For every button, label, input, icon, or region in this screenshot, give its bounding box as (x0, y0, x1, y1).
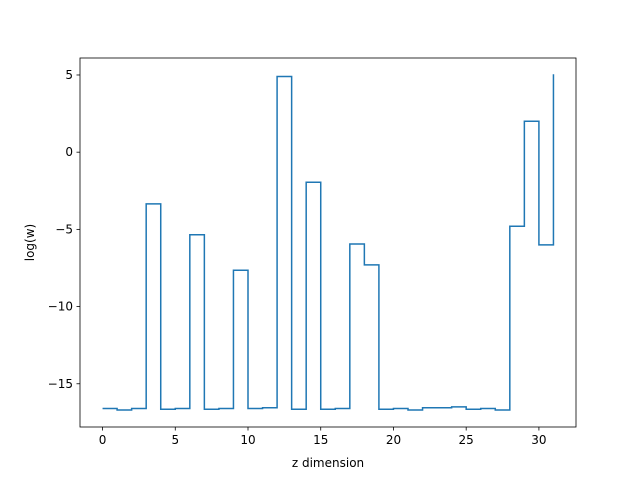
x-tick-label: 20 (386, 433, 401, 447)
y-tick-label: −15 (48, 377, 73, 391)
y-tick-label: 5 (65, 68, 73, 82)
y-tick-label: −10 (48, 300, 73, 314)
x-axis-label: z dimension (292, 456, 364, 470)
series-line (102, 74, 555, 411)
x-axis-ticks: 0 5 10 15 20 25 30 (99, 427, 547, 447)
axes-frame (79, 57, 577, 428)
x-tick-label: 10 (240, 433, 255, 447)
series-step-path (102, 74, 555, 411)
x-tick-label: 5 (171, 433, 179, 447)
x-tick-label: 25 (459, 433, 474, 447)
x-tick-label: 0 (99, 433, 107, 447)
y-tick-label: 0 (65, 145, 73, 159)
y-axis-ticks: 5 0 −5 −10 −15 (48, 68, 80, 391)
x-tick-label: 30 (531, 433, 546, 447)
y-axis-label: log(w) (23, 224, 37, 261)
y-tick-label: −5 (55, 222, 73, 236)
x-tick-label: 15 (313, 433, 328, 447)
